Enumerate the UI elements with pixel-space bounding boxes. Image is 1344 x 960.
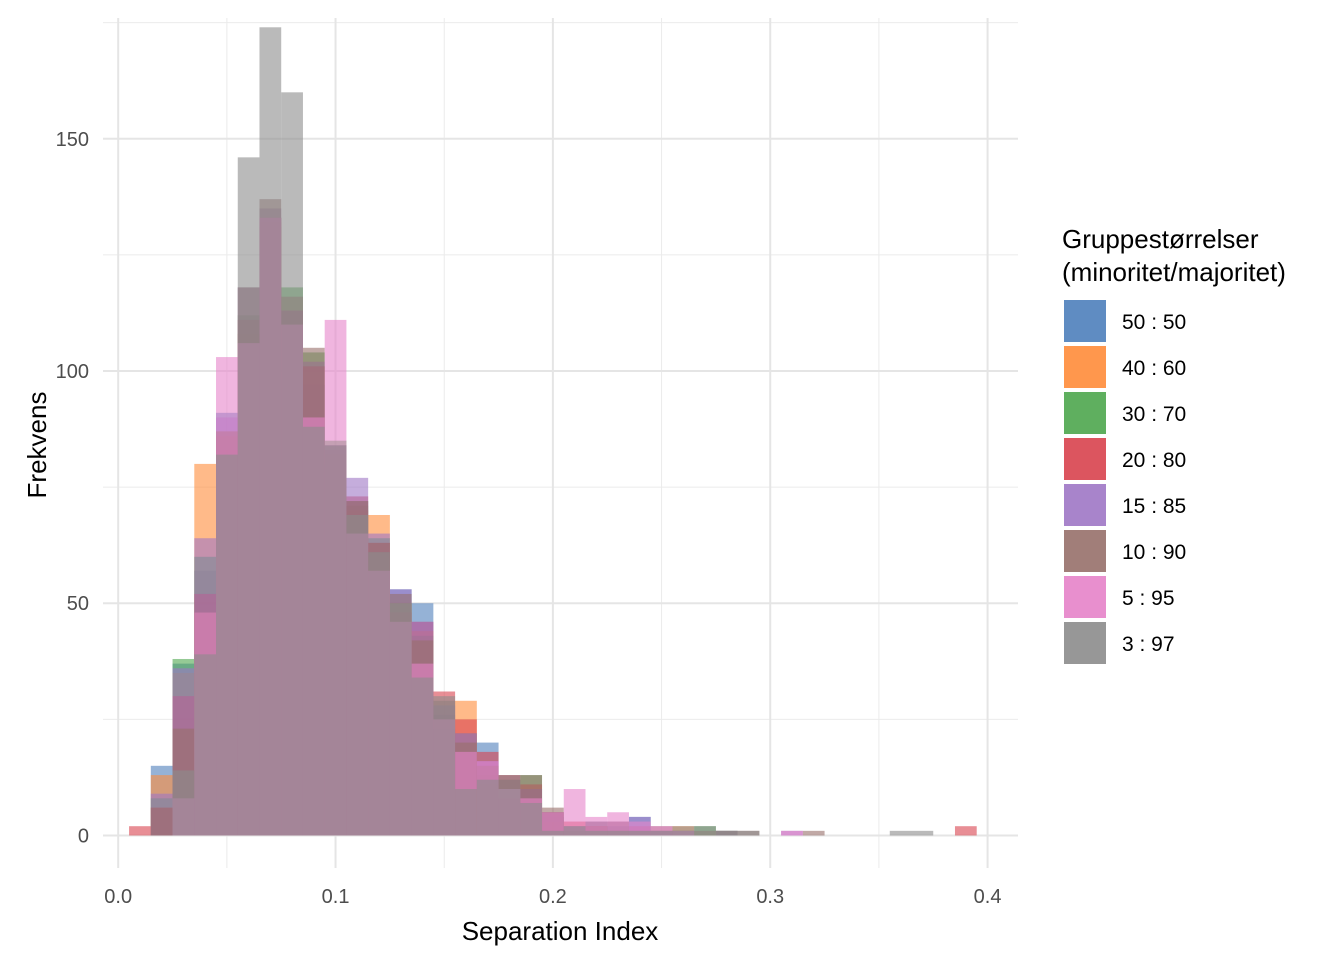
legend-key	[1064, 576, 1106, 618]
legend-key	[1064, 438, 1106, 480]
histogram-bar	[672, 826, 695, 836]
histogram-bar	[389, 603, 412, 836]
histogram-bar	[737, 830, 760, 836]
legend-item: 10 : 90	[1064, 530, 1186, 572]
histogram-bar	[889, 830, 912, 836]
histogram-bars	[129, 27, 977, 836]
histogram-bar	[563, 826, 586, 836]
histogram-bar	[802, 830, 825, 836]
histogram-bar	[411, 677, 434, 836]
histogram-bar	[520, 802, 543, 836]
legend-title-line2: (minoritet/majoritet)	[1062, 257, 1286, 287]
legend-item: 5 : 95	[1064, 576, 1175, 618]
series-bars	[172, 27, 934, 836]
legend-key	[1064, 622, 1106, 664]
histogram-bar	[150, 807, 173, 836]
legend: Gruppestørrelser (minoritet/majoritet) 5…	[1062, 224, 1286, 664]
histogram-bar	[585, 830, 608, 836]
histogram-bar	[476, 779, 499, 836]
legend-label: 10 : 90	[1122, 541, 1186, 564]
y-tick-label: 100	[56, 361, 89, 383]
histogram-bar	[781, 830, 803, 836]
legend-key	[1064, 530, 1106, 572]
legend-title-line1: Gruppestørrelser	[1062, 224, 1259, 254]
x-tick-label: 0.2	[539, 886, 567, 908]
x-tick-label: 0.4	[974, 886, 1002, 908]
y-axis-title: Frekvens	[22, 392, 52, 499]
histogram-bar	[954, 826, 977, 836]
histogram-bar	[694, 826, 716, 836]
legend-label: 40 : 60	[1122, 357, 1186, 380]
legend-label: 15 : 85	[1122, 495, 1186, 518]
histogram-bar	[455, 789, 477, 836]
y-tick-label: 50	[67, 593, 89, 615]
legend-label: 3 : 97	[1122, 633, 1175, 656]
histogram-bar	[281, 92, 303, 836]
legend-key	[1064, 346, 1106, 388]
legend-item: 30 : 70	[1064, 392, 1186, 434]
histogram-bar	[542, 830, 564, 836]
histogram-bar	[911, 830, 934, 836]
legend-label: 20 : 80	[1122, 449, 1186, 472]
legend-key	[1064, 300, 1106, 342]
legend-label: 5 : 95	[1122, 587, 1175, 610]
histogram-bar	[715, 830, 738, 836]
histogram-bar	[628, 830, 651, 836]
x-tick-label: 0.0	[104, 886, 132, 908]
histogram-bar	[368, 552, 390, 836]
histogram-bar	[237, 157, 260, 836]
x-tick-label: 0.3	[756, 886, 784, 908]
axis-ticks: 0.0 0.1 0.2 0.3 0.4 0 50 100 150	[56, 129, 1002, 908]
legend-key	[1064, 484, 1106, 526]
legend-label: 30 : 70	[1122, 403, 1186, 426]
y-tick-label: 150	[56, 129, 89, 151]
legend-items: 50 : 50 40 : 60 30 : 70 20 : 80 15 : 85 10 : …	[1064, 300, 1186, 664]
histogram-bar	[607, 812, 629, 836]
histogram-bar	[433, 696, 456, 836]
legend-item: 20 : 80	[1064, 438, 1186, 480]
histogram-bar	[216, 454, 238, 836]
histogram-bar	[129, 826, 151, 836]
histogram-bar	[542, 812, 564, 836]
legend-item: 3 : 97	[1064, 622, 1175, 664]
y-tick-label: 0	[78, 825, 89, 847]
histogram-bar	[346, 514, 369, 836]
histogram-bar	[194, 654, 217, 836]
histogram-bar	[650, 830, 673, 836]
histogram-bar	[259, 27, 282, 836]
x-tick-label: 0.1	[322, 886, 350, 908]
legend-item: 50 : 50	[1064, 300, 1186, 342]
legend-item: 40 : 60	[1064, 346, 1186, 388]
histogram-bar	[607, 830, 629, 836]
histogram-bar	[302, 426, 325, 836]
legend-item: 15 : 85	[1064, 484, 1186, 526]
histogram-bar	[324, 445, 347, 836]
histogram-bar	[563, 789, 586, 836]
legend-key	[1064, 392, 1106, 434]
legend-label: 50 : 50	[1122, 311, 1186, 334]
histogram-bar	[498, 789, 521, 836]
x-axis-title: Separation Index	[462, 916, 659, 946]
histogram-bar	[172, 770, 195, 836]
